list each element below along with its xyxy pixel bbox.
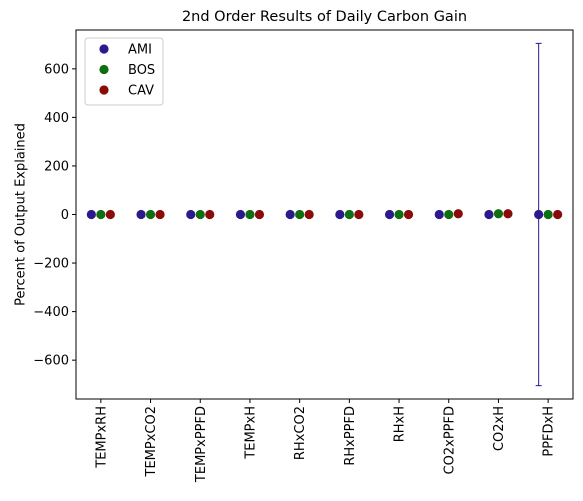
y-tick-label: 200	[44, 159, 69, 174]
data-point-bos	[295, 209, 305, 220]
data-point-bos	[493, 209, 504, 219]
data-point-cav	[304, 209, 314, 220]
y-tick-label: −600	[33, 354, 69, 369]
data-point-bos	[145, 209, 156, 220]
x-tick-label: CO2xH	[492, 406, 507, 451]
y-tick-label: 600	[44, 62, 69, 77]
legend-label: CAV	[128, 84, 154, 99]
data-point-ami	[136, 209, 146, 220]
data-point-bos	[543, 209, 553, 220]
x-tick-label: TEMPxRH	[94, 406, 109, 469]
data-point-bos	[195, 209, 205, 220]
plot-frame	[75, 29, 574, 400]
chart-title: 2nd Order Results of Daily Carbon Gain	[182, 9, 467, 25]
legend-label: BOS	[128, 63, 155, 78]
y-tick-label: −400	[33, 305, 69, 320]
legend: AMI BOS CAV	[84, 37, 164, 106]
data-point-ami	[534, 209, 544, 220]
legend-marker	[99, 85, 109, 95]
x-tick-label: RHxPPFD	[343, 406, 358, 466]
data-points	[86, 209, 563, 220]
data-point-ami	[186, 209, 196, 220]
data-point-cav	[403, 209, 414, 220]
data-point-cav	[553, 209, 563, 220]
x-tick-label: TEMPxH	[243, 406, 258, 460]
data-point-cav	[105, 209, 115, 220]
data-point-ami	[384, 209, 395, 220]
legend-marker	[99, 64, 109, 75]
data-point-ami	[484, 209, 494, 220]
y-tick-label: −200	[33, 257, 69, 272]
x-tick-label: PPFDxH	[542, 406, 557, 457]
data-point-bos	[96, 209, 106, 220]
data-point-ami	[335, 209, 345, 220]
legend-marker	[99, 44, 109, 54]
data-point-cav	[503, 209, 513, 219]
data-point-cav	[205, 209, 215, 220]
data-point-ami	[285, 209, 295, 220]
x-tick-label: TEMPxCO2	[144, 406, 159, 477]
y-axis-label: Percent of Output Explained	[14, 123, 29, 306]
data-point-ami	[434, 209, 444, 220]
data-point-bos	[245, 209, 255, 220]
y-tick-label: 0	[61, 208, 69, 223]
data-point-bos	[444, 209, 454, 220]
x-tick-label: RHxH	[393, 406, 408, 442]
data-point-cav	[453, 209, 463, 219]
data-point-bos	[344, 209, 354, 220]
y-ticks: −600 −400 −200 0 200 400 600	[33, 62, 76, 369]
x-tick-label: TEMPxPPFD	[194, 406, 209, 483]
data-point-ami	[86, 209, 96, 220]
x-tick-label: RHxCO2	[293, 406, 308, 460]
x-tick-label: CO2xPPFD	[442, 406, 457, 474]
data-point-ami	[235, 209, 246, 220]
legend-label: AMI	[128, 43, 152, 58]
data-point-bos	[394, 209, 404, 220]
data-point-cav	[155, 209, 165, 220]
data-point-cav	[254, 209, 265, 220]
x-ticks: TEMPxRH TEMPxCO2 TEMPxPPFD TEMPxH RHxCO2 RHxP…	[94, 399, 557, 483]
y-tick-label: 400	[44, 111, 69, 126]
data-point-cav	[354, 209, 364, 220]
